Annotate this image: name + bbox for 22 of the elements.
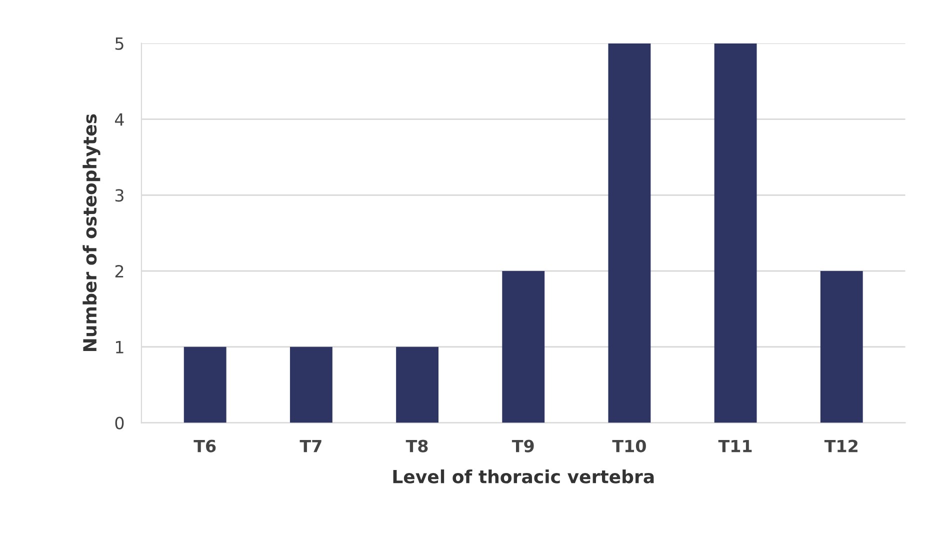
x-tick-label: T10 <box>612 440 646 452</box>
bar <box>290 346 332 423</box>
x-tick-label: T11 <box>718 440 752 452</box>
y-tick-label: 1 <box>116 341 124 354</box>
bar <box>714 43 757 423</box>
x-tick-label: T9 <box>512 440 534 452</box>
x-tick-label: T6 <box>194 440 216 452</box>
bar <box>502 271 545 423</box>
y-tick-label: 0 <box>115 416 124 430</box>
bar <box>396 346 438 423</box>
x-tick-label: T12 <box>824 440 858 452</box>
y-tick-label: 4 <box>114 113 124 126</box>
y-tick-label: 5 <box>115 38 124 50</box>
x-tick-label: T7 <box>300 440 322 452</box>
x-tick-label: T8 <box>406 440 428 452</box>
y-axis-title: Number of osteophytes <box>82 114 100 352</box>
bar <box>184 346 226 423</box>
bar <box>820 271 863 423</box>
y-tick-label: 2 <box>115 264 124 278</box>
bar <box>608 43 651 423</box>
x-axis-title: Level of thoracic vertebra <box>393 469 654 484</box>
y-tick-label: 3 <box>115 189 124 202</box>
